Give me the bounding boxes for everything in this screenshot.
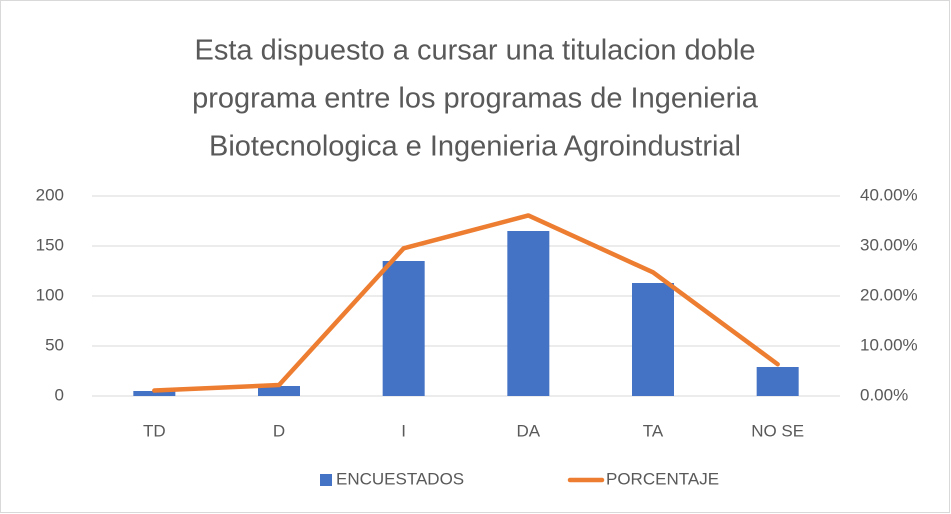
line xyxy=(152,213,780,393)
bar xyxy=(382,261,425,396)
x-tick-label: NO SE xyxy=(751,421,804,440)
y2-tick-label: 10.00% xyxy=(860,335,918,354)
y-tick-label: 200 xyxy=(36,185,64,204)
x-tick-label: I xyxy=(401,421,406,440)
x-tick-label: DA xyxy=(517,421,541,440)
y2-tick-label: 30.00% xyxy=(860,235,918,254)
legend-label: ENCUESTADOS xyxy=(336,469,464,488)
legend-label: PORCENTAJE xyxy=(606,469,719,488)
bar xyxy=(133,391,176,396)
chart-title: programa entre los programas de Ingenier… xyxy=(192,83,759,115)
x-tick-label: D xyxy=(273,421,285,440)
y2-tick-label: 40.00% xyxy=(860,185,918,204)
bar xyxy=(258,386,300,396)
bar xyxy=(756,367,799,396)
y-tick-label: 0 xyxy=(55,385,64,404)
bar xyxy=(507,231,550,396)
x-tick-label: TD xyxy=(143,421,166,440)
legend-swatch xyxy=(320,474,332,486)
y-tick-label: 150 xyxy=(36,235,64,254)
chart-title: Biotecnologica e Ingenieria Agroindustri… xyxy=(209,131,741,163)
y-tick-label: 100 xyxy=(36,285,64,304)
bar xyxy=(632,283,674,396)
y-tick-label: 50 xyxy=(45,335,64,354)
chart-title: Esta dispuesto a cursar una titulacion d… xyxy=(194,35,755,67)
y2-tick-label: 20.00% xyxy=(860,285,918,304)
x-tick-label: TA xyxy=(643,421,664,440)
y2-tick-label: 0.00% xyxy=(860,385,908,404)
